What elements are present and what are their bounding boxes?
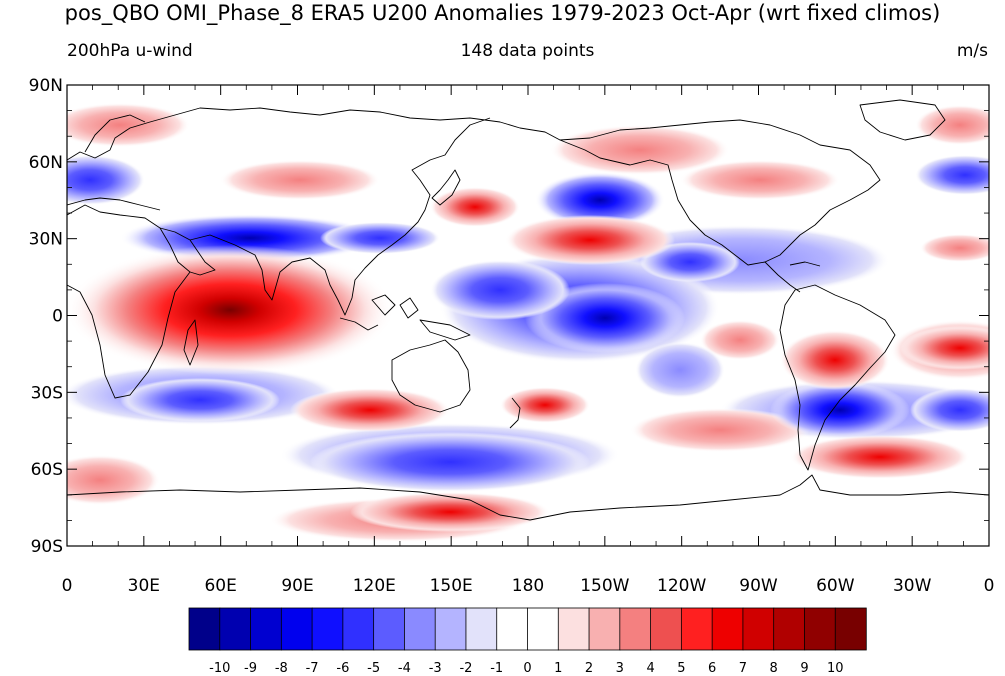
colorbar-label: -4 xyxy=(398,661,411,676)
anomaly-field xyxy=(67,85,989,546)
y-tick-label: 60S xyxy=(31,460,63,480)
colorbar-label: 4 xyxy=(646,661,654,676)
colorbar-box xyxy=(834,607,867,651)
colorbar-box xyxy=(804,607,836,651)
colorbar-label: -6 xyxy=(336,661,349,676)
colorbar-label: 1 xyxy=(554,661,562,676)
x-tick-label: 0 xyxy=(62,576,73,596)
colorbar-box xyxy=(373,607,406,651)
colorbar-box xyxy=(742,607,775,651)
colorbar-label: -3 xyxy=(429,661,442,676)
colorbar-label: -9 xyxy=(244,661,257,676)
colorbar-box xyxy=(527,607,559,651)
y-tick-label: 60N xyxy=(29,153,63,173)
colorbar-box xyxy=(342,607,375,651)
y-tick-label: 0 xyxy=(52,307,63,327)
colorbar-box xyxy=(250,607,283,651)
x-tick-label: 150W xyxy=(580,576,629,596)
center-string: 148 data points xyxy=(460,41,595,61)
colorbar-box xyxy=(496,607,529,651)
x-tick-label: 150E xyxy=(430,576,473,596)
y-tick-label: 30S xyxy=(31,383,63,403)
colorbar-label: 5 xyxy=(677,661,685,676)
colorbar-label: 7 xyxy=(739,661,747,676)
colorbar-label: -8 xyxy=(275,661,288,676)
x-axis: 0 30E 60E 90E 120E 150E 180 150W 120W 90W 60W 30W 0 xyxy=(62,85,995,596)
colorbar-label: -2 xyxy=(459,661,472,676)
y-tick-label: 90S xyxy=(31,537,63,557)
x-tick-label: 90E xyxy=(281,576,313,596)
x-tick-label: 90W xyxy=(739,576,778,596)
y-tick-label: 30N xyxy=(29,230,63,250)
colorbar-label: -10 xyxy=(209,661,230,676)
colorbar-box xyxy=(557,607,590,651)
x-tick-label: 0 xyxy=(984,576,995,596)
colorbar-label: -1 xyxy=(490,661,503,676)
y-tick-label: 90N xyxy=(29,76,63,96)
units-string: m/s xyxy=(956,41,988,61)
x-tick-label: 120W xyxy=(657,576,706,596)
plot-title: pos_QBO OMI_Phase_8 ERA5 U200 Anomalies … xyxy=(64,1,941,25)
colorbar-box xyxy=(588,607,621,651)
colorbar-box xyxy=(188,607,221,651)
x-tick-label: 120E xyxy=(353,576,396,596)
colorbar-box xyxy=(404,607,436,651)
colorbar-box xyxy=(680,607,713,651)
colorbar-label: -5 xyxy=(367,661,380,676)
x-tick-label: 60E xyxy=(204,576,236,596)
colorbar-box xyxy=(434,607,467,651)
left-string: 200hPa u-wind xyxy=(67,41,193,61)
x-tick-label: 30E xyxy=(128,576,160,596)
colorbar-label: 3 xyxy=(616,661,624,676)
x-tick-label: 30W xyxy=(893,576,932,596)
y-axis: 90N 60N 30N 0 30S 60S 90S xyxy=(29,76,989,557)
x-tick-label: 60W xyxy=(816,576,855,596)
coastlines xyxy=(67,99,989,521)
colorbar-box xyxy=(773,607,806,651)
colorbar-label: 2 xyxy=(585,661,593,676)
colorbar: -10 -9 -8 -7 -6 -5 -4 -3 -2 -1 0 1 2 3 4 5 6 7 8 9 10 xyxy=(188,607,867,676)
colorbar-label: 9 xyxy=(800,661,808,676)
colorbar-box xyxy=(711,607,744,651)
x-tick-label: 180 xyxy=(512,576,544,596)
colorbar-box xyxy=(465,607,498,651)
colorbar-box xyxy=(619,607,652,651)
colorbar-box xyxy=(650,607,683,651)
colorbar-box xyxy=(311,607,344,651)
colorbar-label: 6 xyxy=(708,661,716,676)
colorbar-label: 10 xyxy=(827,661,844,676)
colorbar-box xyxy=(219,607,252,651)
colorbar-label: -7 xyxy=(306,661,319,676)
colorbar-label: 8 xyxy=(770,661,778,676)
colorbar-box xyxy=(280,607,313,651)
colorbar-label: 0 xyxy=(523,661,531,676)
